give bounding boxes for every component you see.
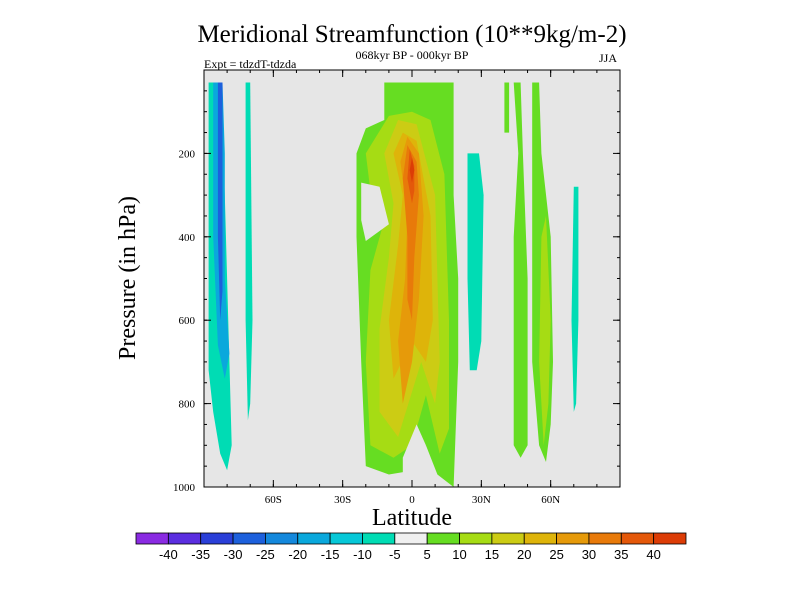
- colorbar-swatch: [167, 532, 202, 545]
- y-tick-label: 1000: [173, 482, 196, 494]
- contour-region-sh-secondary-strip: [245, 82, 253, 421]
- colorbar-label: 35: [614, 547, 628, 562]
- x-tick-label: 30N: [472, 494, 491, 506]
- axis-ticks: 60S 30S 0 30N 60N 200 400 600 800 1000: [173, 70, 621, 506]
- contour-region-sh-cell-core: [217, 82, 223, 321]
- colorbar-swatch: [297, 532, 331, 545]
- colorbar: -40 -35 -30 -25 -20 -15 -10 -5 5 10 15 20 25 30 35 40: [135, 532, 687, 562]
- contour-region-nh-cyan-cell: [467, 153, 484, 371]
- colorbar-label: -30: [224, 547, 243, 562]
- colorbar-swatch: [620, 532, 655, 545]
- colorbar-swatch: [135, 532, 169, 545]
- colorbar-label: -15: [321, 547, 340, 562]
- colorbar-label: 30: [582, 547, 596, 562]
- colorbar-label: 15: [485, 547, 499, 562]
- x-tick-label: 60N: [541, 494, 560, 506]
- colorbar-swatch: [556, 532, 590, 545]
- y-tick-label: 800: [179, 399, 196, 411]
- colorbar-swatch: [459, 532, 493, 545]
- colorbar-swatch: [491, 532, 525, 545]
- experiment-label: Expt = tdzdT-tdzda: [204, 57, 297, 71]
- y-tick-label: 600: [179, 315, 196, 327]
- colorbar-label: 25: [549, 547, 563, 562]
- colorbar-label: 40: [646, 547, 660, 562]
- contour-region-tropical-gap: [361, 182, 389, 241]
- season-label: JJA: [599, 51, 617, 65]
- x-axis-label: Latitude: [372, 505, 452, 531]
- colorbar-swatch: [265, 532, 299, 545]
- contour-region-nh-green-b: [513, 82, 528, 458]
- colorbar-swatch: [523, 532, 557, 545]
- chart-title: Meridional Streamfunction (10**9kg/m-2): [197, 21, 626, 48]
- x-tick-label: 30S: [334, 494, 351, 506]
- colorbar-swatch: [588, 532, 622, 545]
- colorbar-label: -35: [191, 547, 210, 562]
- contour-region-tropical-30: [402, 145, 419, 321]
- y-tick-label: 200: [179, 148, 196, 160]
- colorbar-label: -20: [288, 547, 307, 562]
- colorbar-label: -25: [256, 547, 275, 562]
- chart-subtitle: 068kyr BP - 000kyr BP: [356, 48, 469, 62]
- x-tick-label: 0: [409, 494, 415, 506]
- contour-region-nh-yellow: [539, 215, 551, 446]
- contour-fill-group: [208, 82, 579, 487]
- contour-region-tropical-40: [409, 157, 415, 183]
- y-axis-label: Pressure (in hPa): [115, 196, 141, 360]
- colorbar-label: -5: [389, 547, 401, 562]
- colorbar-swatch: [394, 532, 428, 545]
- colorbar-swatch: [426, 532, 460, 545]
- colorbar-label: -10: [353, 547, 372, 562]
- colorbar-swatch: [329, 532, 363, 545]
- y-tick-label: 400: [179, 232, 196, 244]
- colorbar-swatch: [362, 532, 396, 545]
- contour-region-nh-cyan-strip: [571, 186, 579, 412]
- colorbar-label: 5: [424, 547, 431, 562]
- x-tick-label: 60S: [265, 494, 282, 506]
- colorbar-label: -40: [159, 547, 178, 562]
- colorbar-swatch: [653, 532, 687, 545]
- colorbar-label: 20: [517, 547, 531, 562]
- contour-region-nh-green-a: [504, 82, 510, 133]
- colorbar-swatch: [232, 532, 266, 545]
- colorbar-label: 10: [452, 547, 466, 562]
- contour-region-tropical-lower-gap: [402, 424, 426, 479]
- colorbar-swatch: [200, 532, 234, 545]
